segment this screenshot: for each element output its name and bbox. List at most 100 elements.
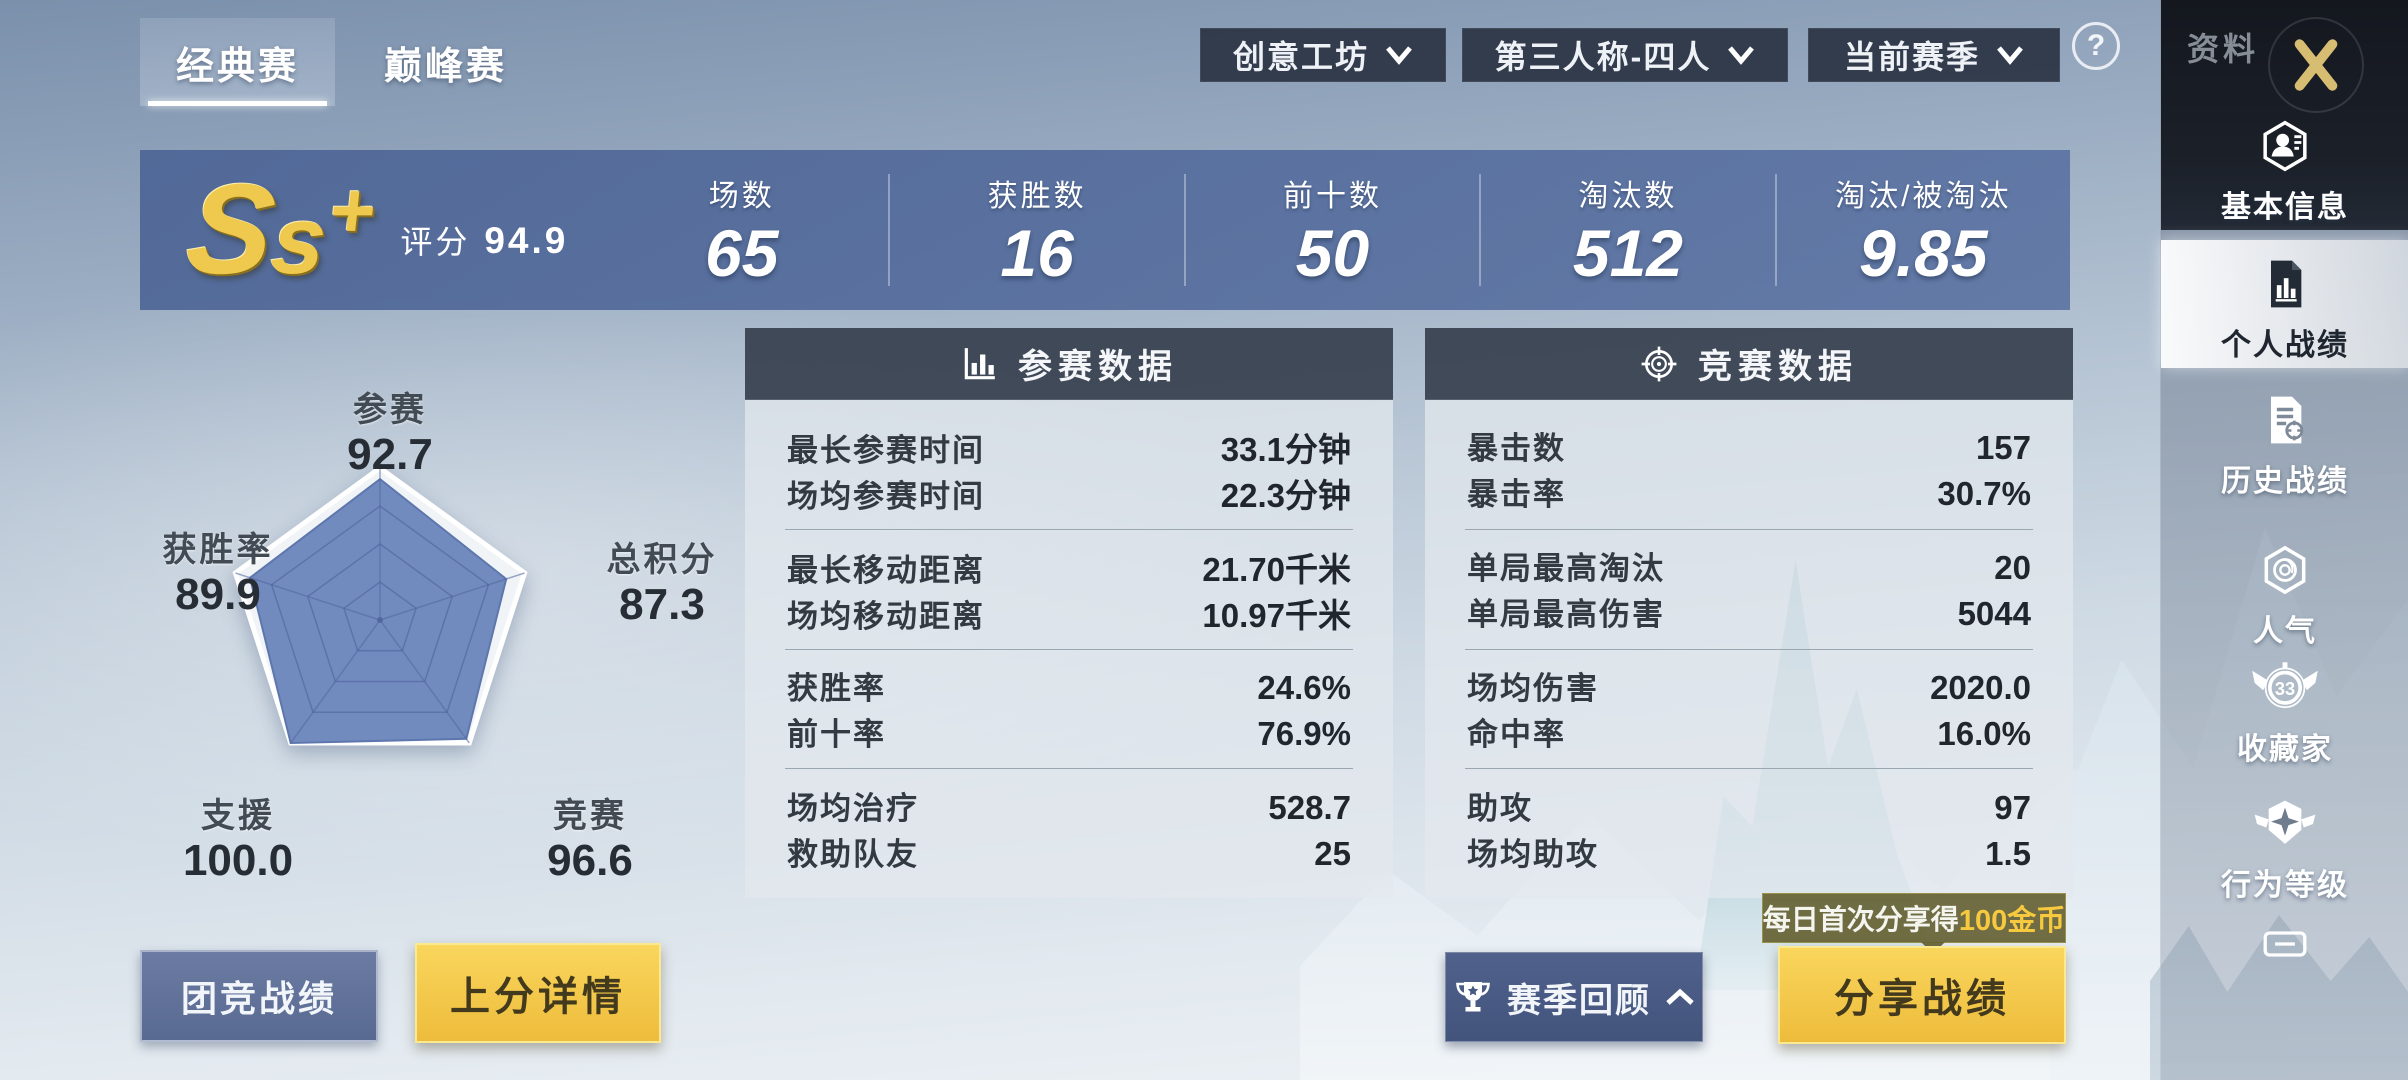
- help-icon[interactable]: ?: [2072, 22, 2120, 70]
- stat-value: 65: [704, 216, 779, 291]
- conduct-badge-icon: [2254, 800, 2316, 844]
- row-label: 前十率: [787, 716, 886, 752]
- panel-participation-data: 参赛数据 最长参赛时间 33.1分钟 场均参赛时间 22.3分钟 最长移动距离 21.…: [745, 328, 1393, 898]
- rank-details-label: 上分详情: [450, 975, 626, 1019]
- row-group: 单局最高淘汰 20 单局最高伤害 5044: [1425, 537, 2073, 641]
- radar-val: 96.6: [547, 836, 633, 885]
- rank-details-button[interactable]: 上分详情: [415, 943, 661, 1043]
- person-card-icon: [2263, 120, 2307, 172]
- grade-letter: S: [180, 157, 281, 301]
- document-chart-icon: [2271, 260, 2302, 308]
- trophy-icon: [1456, 982, 1490, 1012]
- divider: [1465, 768, 2033, 770]
- row-value: 5044: [1957, 595, 2031, 633]
- row-label: 暴击率: [1467, 477, 1566, 513]
- tab-peak-label: 巅峰赛: [383, 45, 507, 88]
- row-value: 528.7: [1268, 788, 1351, 826]
- table-row: 场均参赛时间 22.3分钟: [787, 469, 1351, 515]
- target-icon: [1641, 346, 1677, 381]
- tab-peak[interactable]: 巅峰赛: [348, 18, 543, 106]
- summary-band: Ss+ 评分 94.9 场数 65 获胜数 16 前十数 50 淘汰: [140, 150, 2070, 310]
- share-reward-tooltip: 每日首次分享得 100金币: [1762, 893, 2066, 954]
- rose-badge-icon: [2264, 545, 2306, 595]
- row-group: 获胜率 24.6% 前十率 76.9%: [745, 657, 1393, 761]
- table-row: 获胜率 24.6%: [787, 663, 1351, 709]
- radar-cat: 获胜率: [162, 531, 274, 569]
- sidebar-item-basic-info[interactable]: 基本信息: [2161, 118, 2408, 226]
- panel-participation-body: 最长参赛时间 33.1分钟 场均参赛时间 22.3分钟 最长移动距离 21.70千米 …: [745, 400, 1393, 898]
- divider: [785, 528, 1353, 530]
- row-label: 救助队友: [787, 836, 919, 872]
- stat-label: 淘汰数: [1578, 180, 1678, 214]
- row-label: 单局最高伤害: [1467, 597, 1665, 633]
- sidebar-item-popularity[interactable]: 人气: [2161, 542, 2408, 650]
- team-record-label: 团竞战绩: [180, 978, 337, 1019]
- sidebar-header: 资料: [2161, 0, 2408, 230]
- stat-kd-ratio: 淘汰/被淘汰 9.85: [1777, 171, 2070, 288]
- stat-label: 场数: [708, 180, 775, 214]
- season-review-label: 赛季回顾: [1507, 981, 1651, 1020]
- sidebar-item-label: 收藏家: [2237, 733, 2333, 766]
- table-row: 暴击数 157: [1467, 423, 2031, 469]
- sidebar-item-label: 人气: [2253, 615, 2317, 648]
- grade-plus: +: [324, 165, 380, 254]
- row-label: 获胜率: [787, 670, 886, 706]
- row-value: 97: [1994, 788, 2031, 826]
- row-value: 157: [1975, 429, 2031, 467]
- divider: [1774, 174, 1777, 286]
- share-record-button[interactable]: 分享战绩: [1778, 946, 2066, 1044]
- table-row: 最长参赛时间 33.1分钟: [787, 423, 1351, 469]
- tooltip-text: 每日首次分享得: [1762, 904, 1959, 935]
- close-ring: [2268, 17, 2364, 113]
- radar-label-competition: 竞赛 96.6: [480, 788, 700, 885]
- collapse-icon: [2263, 931, 2307, 957]
- stat-value: 50: [1295, 216, 1370, 291]
- row-group: 最长移动距离 21.70千米 场均移动距离 10.97千米: [745, 537, 1393, 641]
- table-row: 场均助攻 1.5: [1467, 829, 2031, 875]
- score-value: 94.9: [484, 220, 569, 262]
- panel-title: 竞赛数据: [1698, 348, 1858, 386]
- tab-classic[interactable]: 经典赛: [140, 18, 335, 106]
- row-value: 2020.0: [1930, 668, 2031, 706]
- table-row: 场均移动距离 10.97千米: [787, 589, 1351, 635]
- season-review-button[interactable]: 赛季回顾: [1445, 952, 1703, 1042]
- table-row: 场均伤害 2020.0: [1467, 663, 2031, 709]
- stat-value: 9.85: [1859, 216, 1988, 291]
- row-label: 场均伤害: [1467, 670, 1599, 706]
- dropdown-season[interactable]: 当前赛季: [1808, 28, 2060, 82]
- row-value: 22.3分钟: [1220, 477, 1351, 515]
- row-value: 21.70千米: [1202, 551, 1351, 589]
- divider: [1465, 528, 2033, 530]
- sidebar-item-label: 个人战绩: [2221, 329, 2349, 362]
- table-row: 单局最高淘汰 20: [1467, 543, 2031, 589]
- row-label: 助攻: [1467, 790, 1533, 826]
- radar-val: 89.9: [175, 570, 261, 619]
- dropdown-perspective-value: 第三人称-四人: [1494, 39, 1712, 75]
- share-record-label: 分享战绩: [1834, 977, 2010, 1021]
- sidebar-item-collector[interactable]: 33 收藏家: [2161, 662, 2408, 768]
- dropdown-mode[interactable]: 创意工坊: [1200, 28, 1446, 82]
- row-group: 场均治疗 528.7 救助队友 25: [745, 777, 1393, 881]
- row-group: 最长参赛时间 33.1分钟 场均参赛时间 22.3分钟: [745, 417, 1393, 521]
- close-button[interactable]: [2257, 6, 2375, 124]
- rating-block: Ss+ 评分 94.9: [140, 158, 595, 301]
- help-label: ?: [2086, 29, 2106, 62]
- table-row: 场均治疗 528.7: [787, 783, 1351, 829]
- row-group: 暴击数 157 暴击率 30.7%: [1425, 417, 2073, 521]
- radar-label-total-score: 总积分 87.3: [552, 532, 772, 629]
- sidebar-item-history-record[interactable]: 历史战绩: [2161, 392, 2408, 500]
- sidebar-item-personal-record[interactable]: 个人战绩: [2161, 256, 2408, 364]
- sidebar-collapse-button[interactable]: [2263, 930, 2307, 958]
- radar-cat: 支援: [201, 797, 275, 835]
- team-record-button[interactable]: 团竞战绩: [140, 950, 378, 1042]
- sidebar-item-conduct-level[interactable]: 行为等级: [2161, 796, 2408, 904]
- row-group: 场均伤害 2020.0 命中率 16.0%: [1425, 657, 2073, 761]
- stat-label: 淘汰/被淘汰: [1835, 180, 2012, 214]
- row-value: 30.7%: [1937, 475, 2031, 513]
- dropdown-perspective[interactable]: 第三人称-四人: [1462, 28, 1788, 82]
- radar-val: 87.3: [619, 580, 705, 629]
- dropdown-season-value: 当前赛季: [1843, 39, 1980, 75]
- table-row: 命中率 16.0%: [1467, 709, 2031, 755]
- panel-participation-header: 参赛数据: [745, 328, 1393, 400]
